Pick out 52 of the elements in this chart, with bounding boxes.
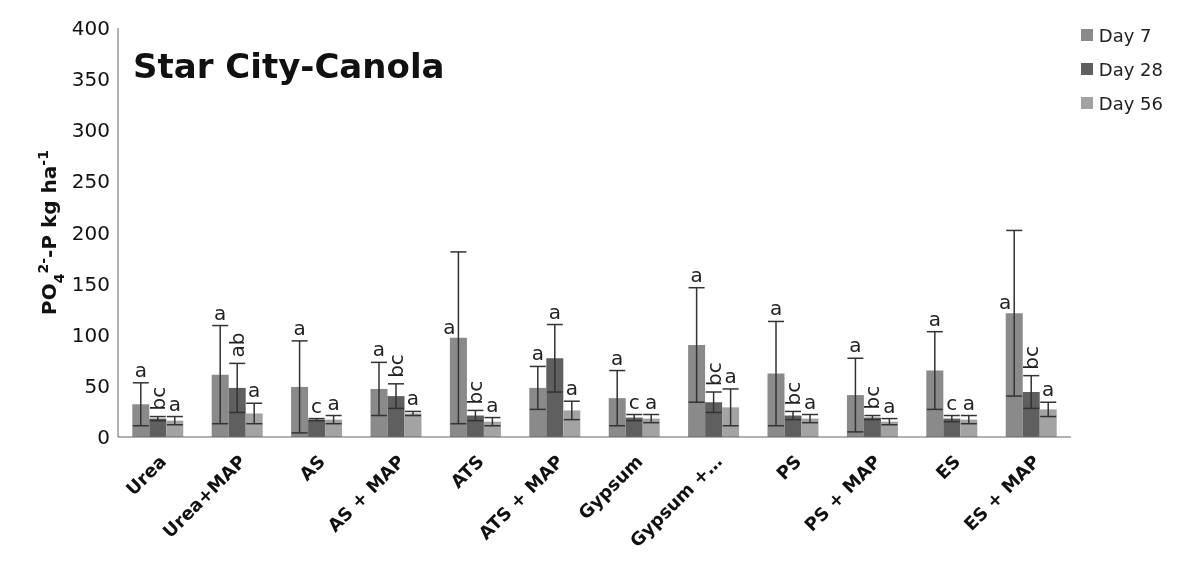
y-tick-label: 400 <box>71 16 110 41</box>
data-label: a <box>248 378 261 403</box>
text: Star City-Canola <box>133 46 445 86</box>
data-label: bc <box>145 386 170 411</box>
data-label: bc <box>781 381 806 406</box>
x-tick-label: AS <box>295 450 329 485</box>
data-label: ab <box>225 332 250 358</box>
x-tick-label: PS <box>772 450 806 484</box>
data-label: bc <box>860 385 885 410</box>
data-label: a <box>406 386 420 411</box>
data-label: a <box>849 333 862 358</box>
data-label: bc <box>1019 345 1044 370</box>
y-tick-label: 300 <box>71 118 110 143</box>
data-label: a <box>1042 377 1055 402</box>
data-label: a <box>928 306 941 331</box>
y-tick-label: 200 <box>71 220 110 245</box>
data-label: a <box>565 376 578 401</box>
y-tick-label: 350 <box>71 67 110 92</box>
data-label: a <box>214 300 227 325</box>
x-tick-label: ES <box>931 450 965 484</box>
data-label: a <box>443 314 456 339</box>
data-label: c <box>628 389 640 414</box>
data-label: a <box>611 345 624 370</box>
data-label: a <box>724 363 737 388</box>
data-label: a <box>883 393 896 418</box>
data-label: bc <box>384 354 408 378</box>
legend-label: Day 56 <box>1098 92 1163 114</box>
data-label: a <box>690 262 703 287</box>
y-tick-label: 250 <box>71 169 110 194</box>
data-label: a <box>769 296 783 321</box>
data-label: a <box>134 357 147 382</box>
data-label: bc <box>463 380 488 405</box>
data-label: a <box>372 337 386 362</box>
legend-label: Day 28 <box>1098 58 1163 80</box>
data-label: a <box>531 341 544 366</box>
y-tick-label: 100 <box>71 322 110 347</box>
y-tick-label: 50 <box>84 373 110 398</box>
data-label: a <box>998 290 1012 315</box>
data-label: a <box>168 391 181 416</box>
data-label: c <box>311 393 323 418</box>
data-label: a <box>486 392 499 417</box>
y-tick-label: 0 <box>97 425 110 450</box>
legend-label: Day 7 <box>1098 24 1152 46</box>
data-label: a <box>803 389 817 414</box>
y-tick-label: 150 <box>71 271 110 296</box>
data-label: a <box>548 299 561 324</box>
data-label: c <box>946 390 958 415</box>
data-label: a <box>327 390 340 415</box>
data-label: a <box>962 390 975 415</box>
data-label: a <box>645 389 658 414</box>
data-label: bc <box>701 362 726 387</box>
data-label: a <box>293 315 306 340</box>
